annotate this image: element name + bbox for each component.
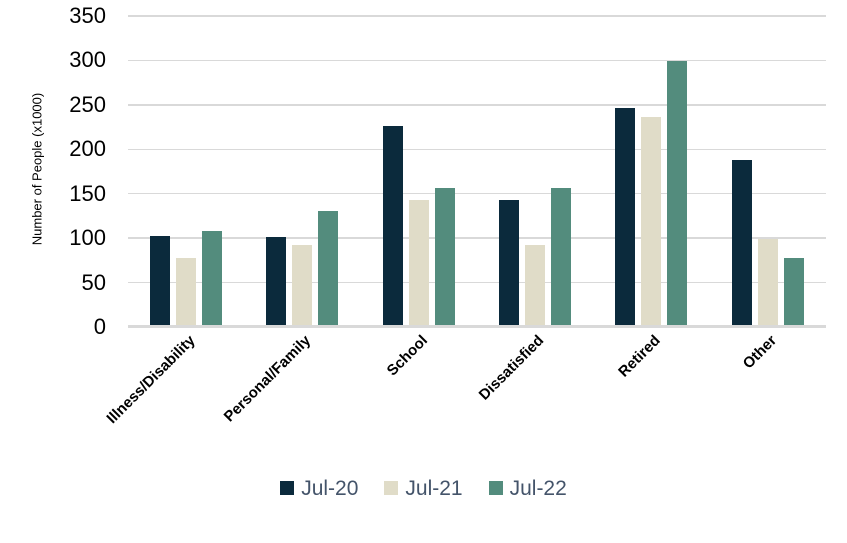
bar-jul-22 xyxy=(551,187,572,327)
bar-group-school xyxy=(361,16,477,327)
bar-jul-22 xyxy=(434,187,455,327)
y-tick-label: 50 xyxy=(81,269,106,295)
bar-jul-21 xyxy=(757,239,778,327)
y-tick-label: 250 xyxy=(69,91,106,117)
legend-label: Jul-22 xyxy=(509,476,567,500)
x-axis-label: School xyxy=(383,332,431,380)
bar-jul-21 xyxy=(176,257,197,327)
gridline xyxy=(128,192,826,195)
x-axis-labels: Illness/Disability Personal/Family School D… xyxy=(103,332,826,452)
x-axis-label: Other xyxy=(739,332,780,373)
gridline xyxy=(128,281,826,284)
gridline xyxy=(128,15,826,17)
legend-label: Jul-21 xyxy=(405,476,463,500)
bar-groups xyxy=(128,16,826,327)
bar-group-retired xyxy=(593,16,709,327)
bar-jul-20 xyxy=(731,159,752,327)
legend-item-jul-21: Jul-21 xyxy=(384,476,463,500)
y-tick-label: 0 xyxy=(93,314,106,339)
bar-group-personal-family xyxy=(244,16,360,327)
bar-jul-20 xyxy=(150,236,171,327)
x-axis-label: Retired xyxy=(614,332,664,381)
gridline xyxy=(128,237,826,239)
bar-jul-21 xyxy=(525,245,546,327)
legend-label: Jul-20 xyxy=(301,476,359,500)
bar-jul-20 xyxy=(266,237,287,327)
bar-jul-21 xyxy=(408,199,429,327)
bar-group-other xyxy=(710,16,826,327)
bar-jul-20 xyxy=(382,126,403,327)
bar-jul-20 xyxy=(615,108,636,327)
x-axis-line xyxy=(128,325,826,328)
x-axis-label: Illness/Disability xyxy=(103,332,199,428)
x-axis-label: Dissatisfied xyxy=(475,332,548,404)
bar-jul-21 xyxy=(641,117,662,327)
legend-swatch-icon xyxy=(384,481,399,495)
legend-item-jul-22: Jul-22 xyxy=(488,476,567,500)
bar-jul-22 xyxy=(202,231,223,327)
x-axis-label: Personal/Family xyxy=(221,332,315,426)
bar-group-dissatisfied xyxy=(477,16,593,327)
bar-jul-20 xyxy=(499,199,520,327)
bar-jul-22 xyxy=(667,61,688,327)
plot-area xyxy=(128,15,826,328)
gridline xyxy=(128,104,826,106)
gridline xyxy=(128,59,826,62)
legend-item-jul-20: Jul-20 xyxy=(280,478,358,499)
gridline xyxy=(128,148,826,151)
bar-jul-22 xyxy=(318,210,339,327)
legend: Jul-20 Jul-21 Jul-22 xyxy=(0,473,847,503)
y-tick-label: 100 xyxy=(69,225,106,251)
y-axis-title: Number of People (x1000) xyxy=(29,92,45,246)
bar-jul-22 xyxy=(783,257,804,327)
bar-jul-21 xyxy=(292,245,313,327)
legend-swatch-icon xyxy=(488,481,503,495)
y-tick-label: 350 xyxy=(69,3,106,28)
y-tick-label: 150 xyxy=(69,180,106,206)
bar-group-illness-disability xyxy=(128,16,244,327)
y-tick-label: 200 xyxy=(69,136,106,162)
legend-swatch-icon xyxy=(280,481,295,495)
y-tick-label: 300 xyxy=(69,47,106,73)
